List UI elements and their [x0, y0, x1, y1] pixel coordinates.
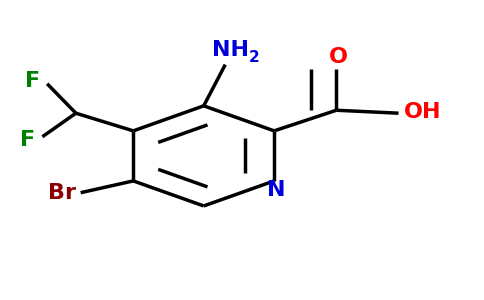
Text: O: O — [329, 47, 348, 67]
Text: N: N — [267, 180, 286, 200]
Text: NH: NH — [212, 40, 249, 60]
Text: Br: Br — [47, 183, 76, 203]
Text: OH: OH — [404, 102, 441, 122]
Text: 2: 2 — [249, 50, 259, 65]
Text: F: F — [20, 130, 36, 150]
Text: F: F — [25, 71, 40, 91]
